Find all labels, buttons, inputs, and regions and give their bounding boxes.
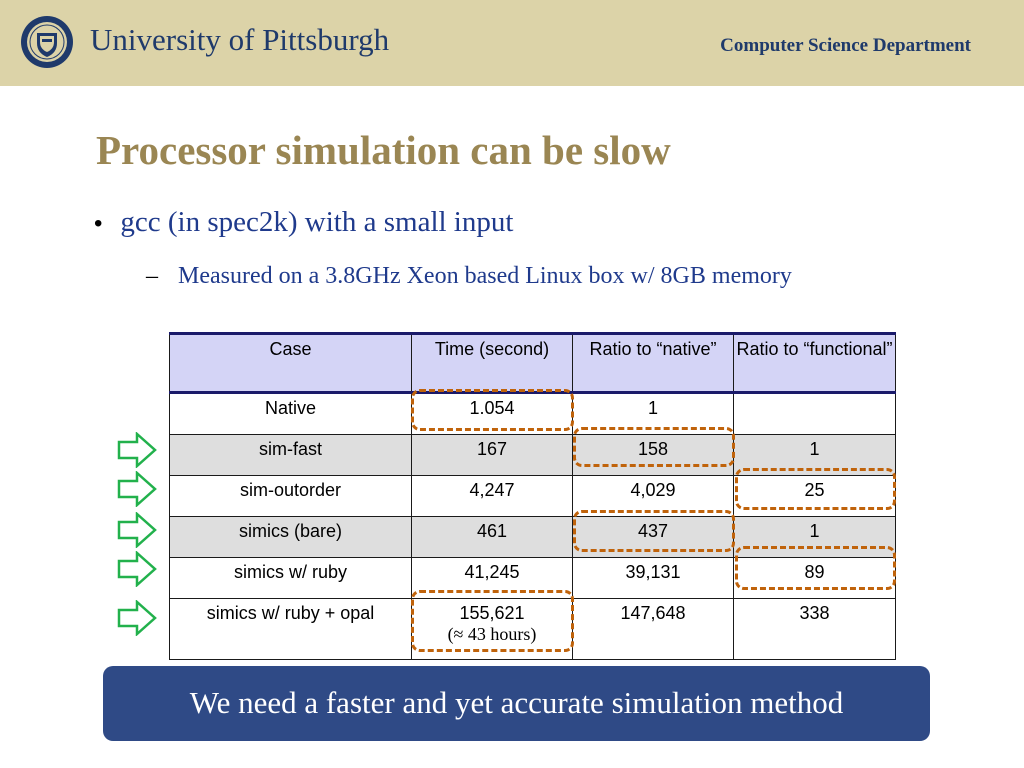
highlight-box-native-time (411, 389, 574, 431)
callout-text: We need a faster and yet accurate simula… (189, 685, 844, 720)
slide-title: Processor simulation can be slow (96, 127, 671, 173)
cell-time: 461 (411, 516, 573, 558)
header-case: Case (169, 332, 412, 394)
conclusion-callout: We need a faster and yet accurate simula… (103, 666, 930, 741)
cell-ratio-functional (733, 392, 896, 435)
cell-ratio-functional: 1 (733, 516, 896, 558)
arrow-right-icon (117, 512, 157, 548)
header-ratio-functional: Ratio to “functional” (733, 332, 896, 394)
bullet-item: • gcc (in spec2k) with a small input (94, 206, 513, 239)
cell-ratio-native: 39,131 (572, 557, 734, 599)
cell-case: sim-outorder (169, 475, 412, 517)
cell-case: simics w/ ruby (169, 557, 412, 599)
header-ratio-native: Ratio to “native” (572, 332, 734, 394)
cell-case: simics w/ ruby + opal (169, 598, 412, 660)
cell-ratio-functional: 89 (733, 557, 896, 599)
cell-case: sim-fast (169, 434, 412, 476)
cell-ratio-functional: 25 (733, 475, 896, 517)
arrow-right-icon (117, 600, 157, 636)
cell-time: 4,247 (411, 475, 573, 517)
arrow-right-icon (117, 551, 157, 587)
sub-bullet-dash: – (146, 263, 158, 289)
sub-bullet-item: – Measured on a 3.8GHz Xeon based Linux … (146, 261, 866, 292)
bullet-text: gcc (in spec2k) with a small input (120, 206, 514, 238)
sub-bullet-text: Measured on a 3.8GHz Xeon based Linux bo… (178, 263, 792, 289)
cell-time: 167 (411, 434, 573, 476)
cell-ratio-native: 147,648 (572, 598, 734, 660)
table-header-row: Case Time (second) Ratio to “native” Rat… (169, 332, 896, 394)
university-name: University of Pittsburgh (90, 22, 390, 57)
table-row: Native 1.054 1 (169, 392, 896, 435)
university-seal-icon (21, 16, 73, 68)
highlight-box-opal-time (411, 590, 574, 652)
cell-time-value: 155,621 (459, 603, 525, 623)
highlight-box-simfast-ratio (573, 427, 735, 467)
cell-case: simics (bare) (169, 516, 412, 558)
header-bar: University of Pittsburgh Computer Scienc… (0, 0, 1024, 86)
department-name: Computer Science Department (720, 35, 971, 56)
arrow-right-icon (117, 432, 157, 468)
results-table: Case Time (second) Ratio to “native” Rat… (169, 332, 896, 660)
highlight-box-outorder-functional (735, 468, 896, 510)
highlight-box-ruby-functional (735, 546, 896, 590)
highlight-box-simics-ratio (573, 510, 735, 552)
cell-ratio-functional: 338 (733, 598, 896, 660)
arrow-right-icon (117, 471, 157, 507)
cell-time-note: (≈ 43 hours) (447, 624, 537, 644)
bullet-dot-icon: • (94, 210, 103, 237)
cell-case: Native (169, 392, 412, 435)
table-row: simics w/ ruby + opal 155,621 (≈ 43 hour… (169, 598, 896, 660)
header-time: Time (second) (411, 332, 573, 394)
